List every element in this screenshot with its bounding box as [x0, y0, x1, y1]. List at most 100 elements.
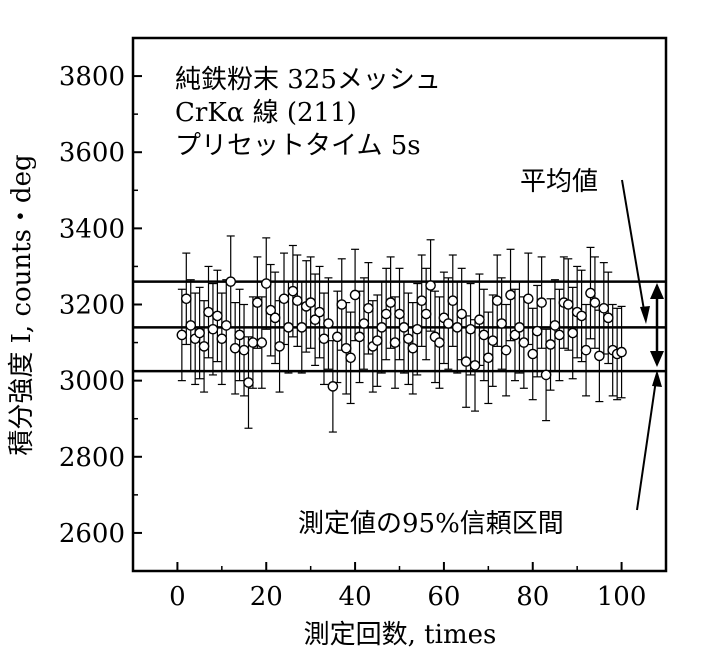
x-tick-label: 20	[250, 582, 283, 612]
annotation-line-3: プリセットタイム 5s	[175, 131, 421, 161]
y-ticks: 2600 2800 3000 3200 3400 3600 3800	[59, 37, 142, 572]
data-point	[483, 352, 494, 364]
data-point	[491, 295, 503, 306]
data-point	[496, 318, 507, 329]
data-point	[185, 320, 197, 331]
data-point	[309, 314, 321, 326]
x-tick-label: 60	[427, 582, 460, 612]
data-point	[260, 278, 272, 289]
mean-arrow-head	[640, 306, 650, 324]
data-point	[296, 322, 308, 333]
data-point	[274, 341, 285, 352]
data-point	[411, 323, 423, 335]
data-point	[469, 360, 481, 371]
data-point	[509, 329, 521, 341]
data-point	[562, 299, 574, 310]
data-point	[385, 297, 396, 308]
data-point	[292, 295, 303, 306]
y-axis-title: 積分強度 I, counts・deg	[7, 154, 37, 455]
data-point	[318, 333, 330, 345]
data-point	[314, 306, 325, 318]
data-point	[478, 329, 490, 341]
data-point	[460, 356, 472, 367]
y-tick-label: 3400	[59, 214, 125, 244]
data-point	[594, 350, 605, 362]
data-point	[327, 381, 339, 392]
data-point	[363, 303, 374, 314]
data-point	[265, 304, 276, 316]
data-point	[527, 348, 539, 360]
data-point	[305, 297, 316, 308]
data-point	[580, 344, 592, 356]
data-point	[220, 320, 232, 331]
data-point	[394, 308, 405, 320]
data-point	[500, 344, 512, 356]
data-point	[252, 297, 263, 308]
x-tick-label: 40	[339, 582, 372, 612]
data-point	[447, 295, 459, 306]
y-tick-label: 2600	[59, 519, 125, 549]
data-point	[585, 287, 596, 299]
data-point	[340, 342, 352, 354]
data-point	[389, 337, 401, 348]
data-point	[416, 295, 428, 306]
ci-arrow-line	[636, 379, 657, 511]
data-point	[505, 289, 516, 301]
y-tick-label: 3000	[59, 367, 125, 397]
data-point	[176, 329, 188, 341]
ci-span-arrow-top	[650, 283, 664, 299]
data-point	[518, 337, 530, 348]
x-tick-label: 0	[169, 582, 186, 612]
data-point	[545, 339, 556, 350]
data-point	[540, 369, 552, 381]
data-point	[456, 308, 467, 320]
data-point	[425, 280, 436, 291]
y-tick-label: 3200	[59, 291, 125, 321]
data-points	[176, 276, 627, 392]
data-point	[554, 329, 565, 341]
data-point	[256, 337, 268, 348]
data-point	[403, 333, 414, 345]
data-point	[349, 289, 361, 301]
data-point	[420, 308, 432, 320]
data-point	[278, 293, 290, 305]
data-point	[443, 318, 454, 329]
x-axis-title: 測定回数, times	[304, 620, 497, 650]
ci-arrow-head	[652, 370, 662, 387]
data-point	[474, 314, 485, 326]
data-point	[212, 310, 223, 322]
data-point	[380, 308, 392, 320]
data-point	[332, 331, 343, 343]
data-point	[336, 299, 348, 310]
data-point	[465, 323, 476, 335]
data-point	[194, 327, 205, 339]
data-point	[523, 293, 534, 305]
y-tick-label: 2800	[59, 443, 125, 473]
data-point	[269, 312, 281, 324]
data-point	[207, 323, 219, 335]
data-point	[216, 333, 228, 345]
data-point	[549, 320, 561, 331]
ci-label: 測定値の95%信頼区間	[298, 509, 564, 539]
data-point	[434, 337, 445, 348]
data-point	[180, 293, 192, 305]
data-point	[225, 276, 237, 287]
data-point	[238, 344, 250, 356]
data-point	[616, 346, 627, 358]
data-point	[536, 297, 547, 308]
data-point	[283, 322, 294, 333]
data-point	[203, 306, 214, 318]
data-point	[345, 352, 356, 364]
x-tick-label: 100	[597, 582, 647, 612]
data-point	[514, 322, 525, 333]
x-tick-label: 80	[516, 582, 549, 612]
data-point	[576, 310, 587, 322]
data-point	[407, 342, 419, 354]
annotation-line-2: CrKα 線 (211)	[175, 98, 357, 128]
data-point	[589, 297, 601, 308]
ci-span-arrow-bottom	[650, 351, 664, 367]
data-point	[371, 335, 383, 346]
data-point	[376, 322, 388, 333]
data-point	[598, 303, 610, 314]
